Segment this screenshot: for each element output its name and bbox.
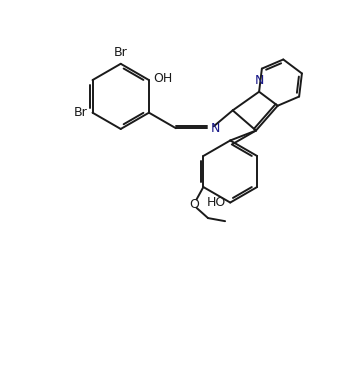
Text: N: N — [254, 74, 264, 87]
Text: OH: OH — [154, 72, 173, 85]
Text: O: O — [189, 197, 199, 211]
Text: N: N — [211, 122, 220, 135]
Text: Br: Br — [74, 106, 88, 119]
Text: Br: Br — [114, 46, 128, 59]
Text: HO: HO — [206, 196, 226, 209]
